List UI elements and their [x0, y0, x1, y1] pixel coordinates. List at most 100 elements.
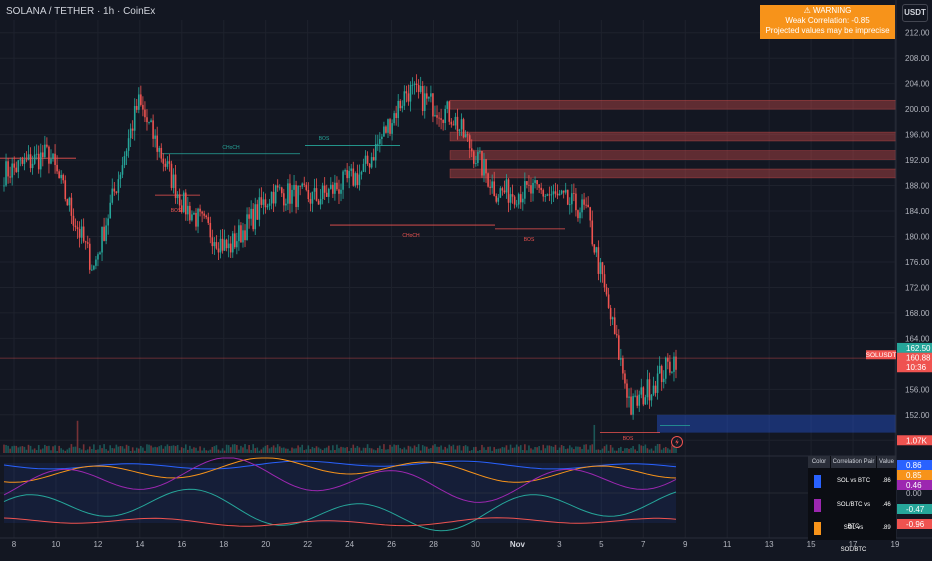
supply-zone — [449, 150, 897, 160]
price-tag — [897, 352, 932, 363]
price-axis: 212.00 208.00 204.00 200.00 196.00 192.00 188.… — [866, 0, 932, 550]
candle — [19, 157, 22, 167]
volume-bar — [285, 448, 287, 453]
candle — [632, 393, 634, 420]
volume-bar — [84, 450, 87, 453]
price-tick-label: 212.00 — [905, 29, 930, 38]
candle — [662, 370, 665, 389]
candle — [399, 99, 402, 112]
time-tick-label: 5 — [599, 540, 604, 549]
candle — [338, 179, 340, 204]
candle — [274, 184, 277, 207]
volume-bar — [195, 447, 197, 453]
candle — [571, 184, 573, 213]
correlation-table: Color Correlation Pair Value SOL vs BTC … — [808, 456, 896, 553]
volume-bar — [154, 446, 156, 453]
candle — [113, 182, 116, 196]
candle — [415, 74, 418, 93]
indicator-tag — [897, 460, 932, 470]
warning-title: ⚠ WARNING — [803, 6, 852, 15]
candle — [256, 199, 259, 220]
candle — [419, 76, 422, 94]
volume-bar — [78, 448, 81, 453]
candle — [266, 203, 269, 210]
volume-bar — [432, 445, 434, 453]
candle — [601, 261, 604, 283]
candle — [630, 387, 632, 416]
correlation-line — [3, 488, 677, 532]
candle — [109, 194, 112, 219]
candle — [401, 100, 404, 113]
volume-bar — [182, 448, 185, 453]
volume-bar — [3, 444, 5, 453]
volume-bar — [111, 448, 114, 453]
volume-bar — [344, 447, 346, 453]
candle — [184, 189, 187, 221]
candle — [426, 86, 428, 105]
volume-bar — [199, 446, 201, 453]
candle — [278, 184, 281, 191]
candle — [644, 394, 647, 405]
candle — [440, 108, 442, 130]
currency-button[interactable]: USDT — [902, 4, 928, 22]
volume-bar — [615, 450, 618, 453]
lightning-icon[interactable] — [671, 436, 683, 448]
candle — [270, 191, 273, 210]
volume-bar — [669, 449, 671, 453]
candle — [642, 386, 645, 407]
volume-bar — [385, 449, 387, 453]
volume-bar — [646, 448, 649, 453]
candle — [638, 390, 641, 412]
volume-bar — [381, 449, 383, 453]
volume-bar — [573, 449, 575, 453]
volume-bar — [395, 445, 397, 453]
structure-labels: BOS BOS BOS BOS CHoCH CHoCH — [171, 136, 634, 442]
candle — [350, 163, 353, 177]
volume-bar — [383, 444, 385, 453]
candle — [250, 200, 252, 226]
candle — [29, 147, 32, 173]
indicator-tag-label: 0.46 — [906, 481, 922, 490]
candle — [344, 168, 346, 175]
supply-demand-zones — [449, 99, 897, 433]
volume-bar — [158, 446, 161, 453]
candle — [628, 388, 630, 408]
volume-bar — [374, 450, 377, 453]
volume-bar — [191, 448, 193, 453]
volume-bar — [15, 445, 18, 453]
candle — [374, 134, 377, 168]
volume-bar — [146, 444, 148, 453]
volume-bar — [9, 448, 11, 453]
candle — [368, 163, 371, 174]
volume-bar — [419, 450, 422, 453]
volume-bar — [470, 450, 473, 453]
candle — [182, 190, 185, 214]
candle — [246, 207, 248, 241]
symbol-tag-label: SOLUSDT — [866, 352, 897, 359]
volume-bar — [372, 449, 375, 453]
candle — [5, 153, 7, 187]
candle — [381, 133, 383, 146]
volume-bar — [5, 445, 7, 453]
candle — [168, 154, 171, 172]
volume-bar — [358, 447, 361, 453]
volume-bar — [119, 446, 122, 453]
indicator-tag — [897, 519, 932, 529]
volume-bar — [217, 449, 220, 453]
volume-bar — [150, 445, 152, 453]
candle — [605, 283, 608, 297]
candle — [42, 145, 44, 167]
volume-bar — [270, 447, 273, 453]
volume-bar — [515, 444, 518, 453]
candle — [430, 85, 432, 103]
volume-bar — [368, 447, 371, 453]
volume-bar — [164, 446, 167, 453]
price-tick-label: 172.00 — [905, 283, 930, 292]
candle — [15, 161, 18, 173]
candle — [150, 118, 152, 123]
time-tick-label: 14 — [135, 540, 144, 549]
candle — [552, 184, 555, 202]
volume-bar — [644, 444, 647, 453]
candle — [366, 151, 369, 166]
